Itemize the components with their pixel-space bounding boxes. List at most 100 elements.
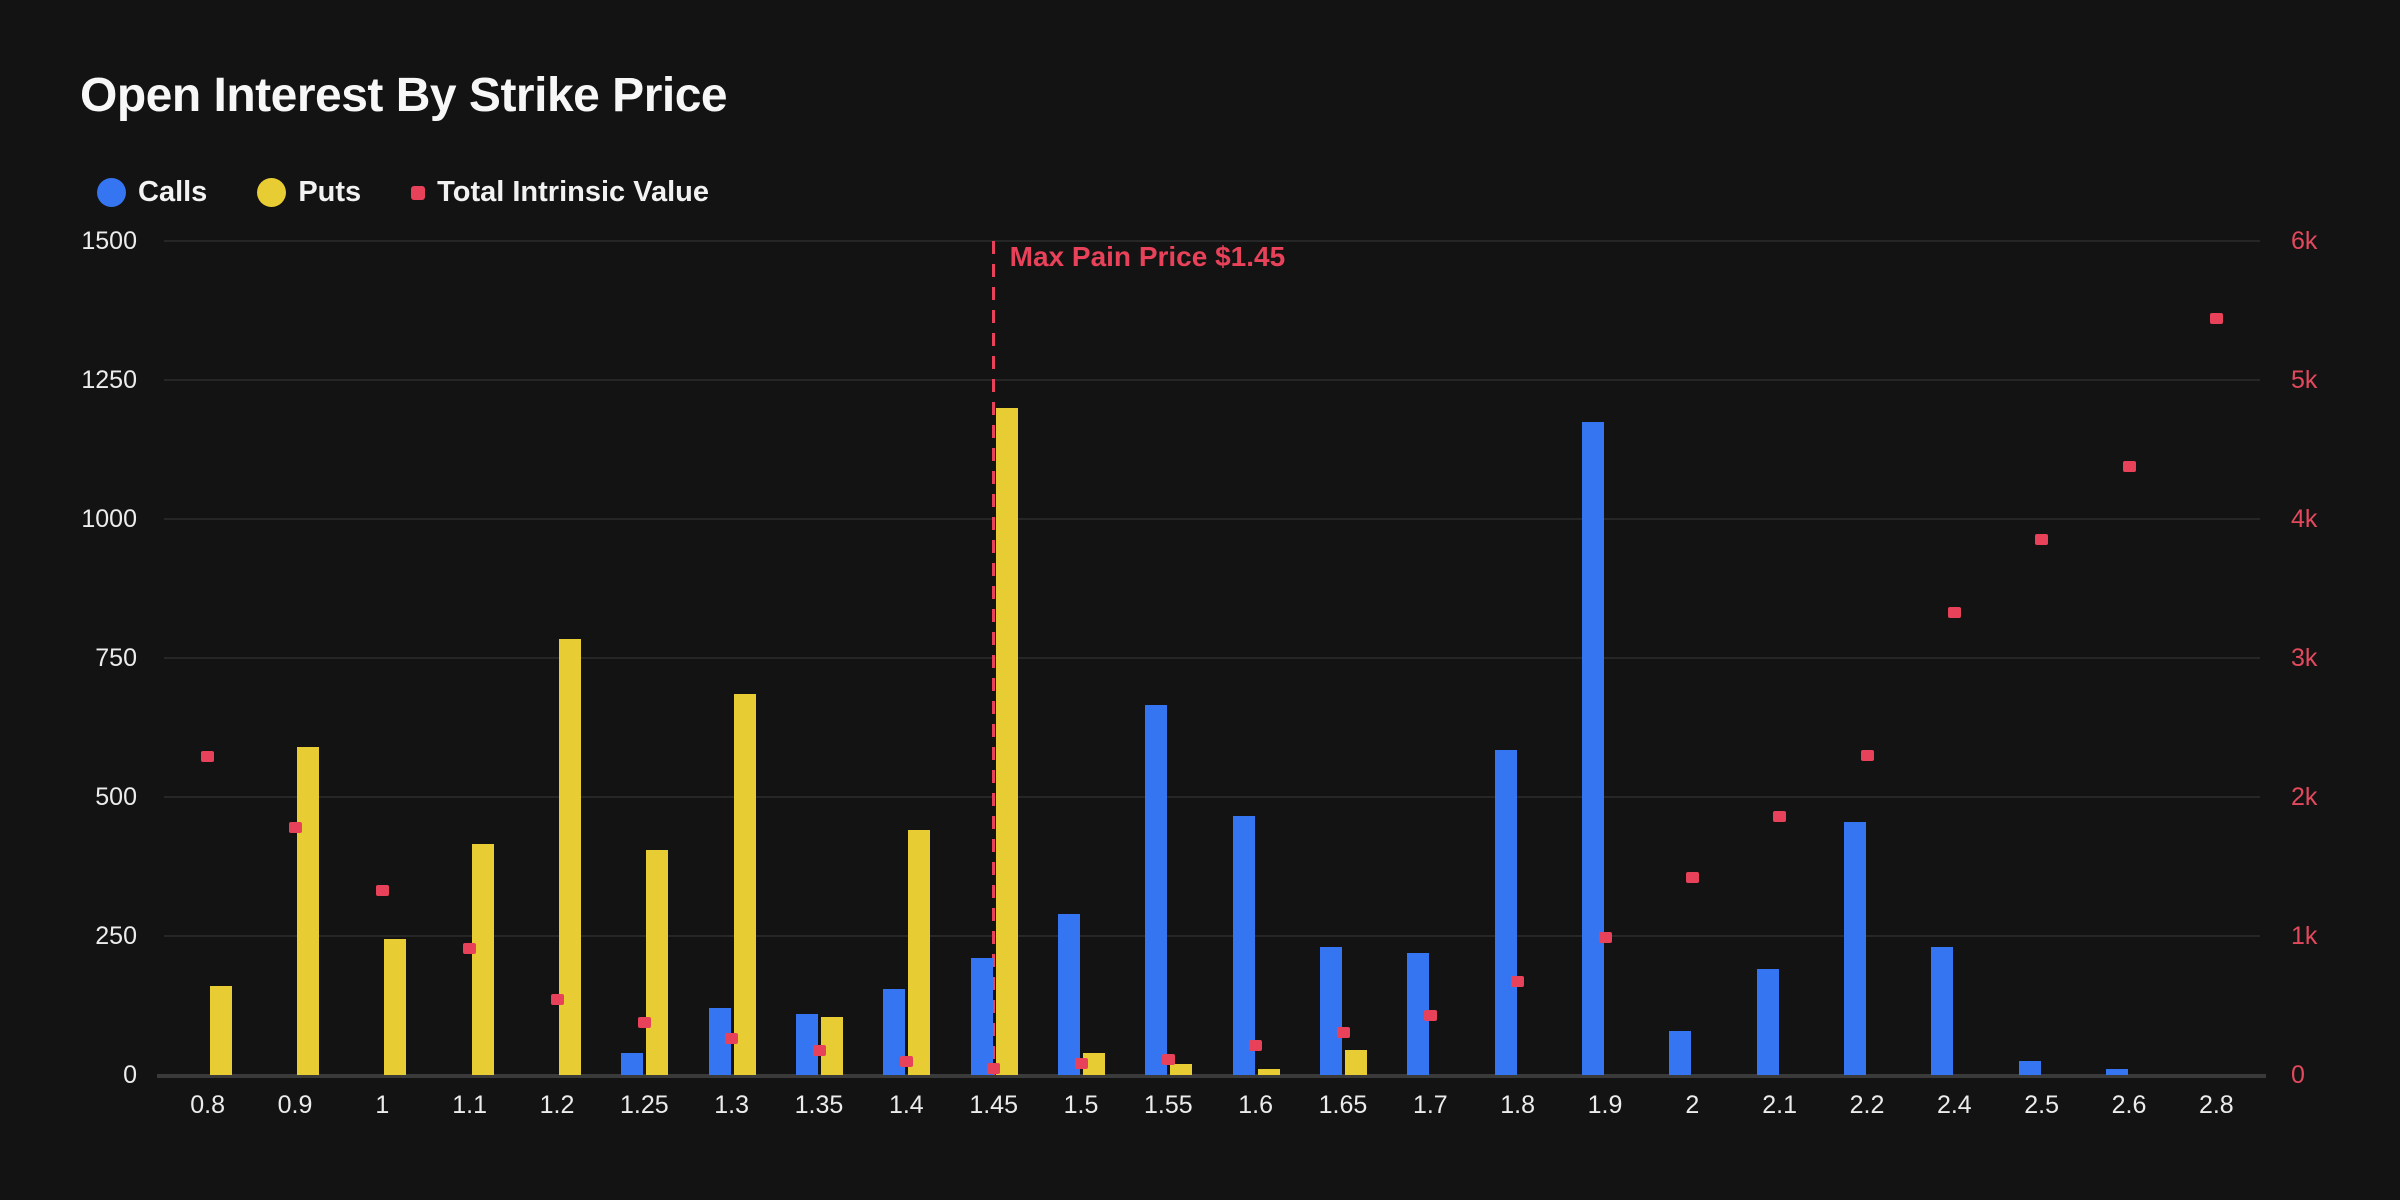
x-axis-tick: 1.3 — [714, 1091, 750, 1119]
y-axis-tick-right: 5k — [2291, 366, 2318, 394]
gridline — [164, 518, 2260, 520]
puts-legend-label: Puts — [298, 176, 362, 208]
tiv-dot[interactable] — [1947, 606, 1961, 618]
tiv-dot[interactable] — [987, 1063, 1001, 1075]
calls-legend-label: Calls — [138, 176, 208, 208]
x-axis-tick: 1 — [375, 1091, 390, 1119]
x-axis-tick: 2.1 — [1762, 1091, 1798, 1119]
calls-bar[interactable] — [1669, 1030, 1692, 1075]
calls-bar[interactable] — [1058, 913, 1080, 1075]
x-axis-tick: 0.9 — [277, 1091, 313, 1119]
gridline — [164, 379, 2260, 381]
calls-bar[interactable] — [1320, 947, 1342, 1075]
y-axis-tick-right: 2k — [2291, 783, 2318, 811]
tiv-dot[interactable] — [1161, 1053, 1175, 1065]
calls-bar[interactable] — [1756, 969, 1779, 1075]
calls-bar[interactable] — [2106, 1069, 2128, 1075]
calls-series-icon — [97, 178, 126, 207]
y-axis-tick-right: 1k — [2291, 922, 2318, 950]
tiv-dot[interactable] — [550, 993, 564, 1005]
puts-bar[interactable] — [297, 746, 319, 1075]
puts-bar[interactable] — [821, 1016, 843, 1075]
x-axis-tick: 2.4 — [1936, 1091, 1972, 1119]
puts-bar[interactable] — [733, 694, 756, 1075]
y-axis-tick-left: 1000 — [81, 505, 137, 533]
tiv-dot[interactable] — [2122, 460, 2136, 472]
x-axis-tick: 2.5 — [2024, 1091, 2060, 1119]
tiv-dot[interactable] — [812, 1045, 826, 1057]
tiv-dot[interactable] — [1511, 976, 1525, 988]
tiv-dot[interactable] — [2209, 313, 2223, 325]
y-axis-tick-right: 0 — [2291, 1061, 2305, 1089]
puts-bar[interactable] — [1257, 1069, 1280, 1075]
calls-bar[interactable] — [1232, 816, 1255, 1075]
calls-bar[interactable] — [621, 1052, 644, 1075]
puts-bar[interactable] — [646, 849, 669, 1075]
calls-bar[interactable] — [708, 1008, 731, 1075]
tiv-series-icon — [411, 185, 426, 200]
x-axis-tick: 1.55 — [1143, 1091, 1193, 1119]
legend-item-puts[interactable]: Puts — [257, 176, 361, 209]
tiv-dot[interactable] — [1598, 931, 1612, 943]
puts-bar[interactable] — [995, 407, 1018, 1075]
calls-bar[interactable] — [1582, 421, 1604, 1075]
max-pain-line — [992, 241, 996, 1075]
gridline — [164, 657, 2260, 659]
calls-bar[interactable] — [970, 958, 993, 1075]
x-axis-tick: 2.8 — [2198, 1091, 2234, 1119]
x-axis-tick: 1.1 — [452, 1091, 488, 1119]
y-axis-tick-left: 750 — [95, 644, 137, 672]
tiv-dot[interactable] — [725, 1032, 739, 1044]
legend-item-calls[interactable]: Calls — [97, 176, 207, 209]
tiv-dot[interactable] — [2035, 534, 2049, 546]
tiv-dot[interactable] — [201, 751, 215, 763]
x-axis-tick: 1.65 — [1318, 1091, 1368, 1119]
calls-bar[interactable] — [796, 1013, 818, 1075]
tiv-dot[interactable] — [1685, 872, 1699, 884]
puts-bar[interactable] — [908, 830, 931, 1075]
y-axis-tick-left: 0 — [123, 1061, 137, 1089]
puts-bar[interactable] — [559, 638, 581, 1075]
y-axis-tick-left: 1500 — [81, 227, 137, 255]
calls-bar[interactable] — [2018, 1061, 2041, 1075]
tiv-dot[interactable] — [899, 1055, 913, 1067]
puts-bar[interactable] — [384, 938, 407, 1075]
x-axis-tick: 1.4 — [888, 1091, 924, 1119]
tiv-dot[interactable] — [1773, 810, 1787, 822]
puts-bar[interactable] — [209, 986, 232, 1075]
legend-item-total-intrinsic-value[interactable]: Total Intrinsic Value — [411, 176, 709, 209]
tiv-dot[interactable] — [1336, 1027, 1350, 1039]
y-axis-tick-left: 500 — [95, 783, 137, 811]
gridline — [164, 240, 2260, 242]
tiv-dot[interactable] — [1074, 1058, 1088, 1070]
puts-bar[interactable] — [1083, 1052, 1105, 1075]
tiv-dot[interactable] — [375, 884, 389, 896]
puts-series-icon — [257, 178, 287, 207]
tiv-dot[interactable] — [1423, 1010, 1437, 1022]
y-axis-tick-left: 250 — [95, 922, 137, 950]
puts-bar[interactable] — [1345, 1049, 1367, 1075]
chart-title: Open Interest By Strike Price — [80, 69, 728, 122]
puts-bar[interactable] — [471, 844, 494, 1075]
calls-bar[interactable] — [1844, 822, 1866, 1075]
calls-bar[interactable] — [1145, 705, 1168, 1075]
x-axis-tick: 1.6 — [1238, 1091, 1274, 1119]
legend: Calls Puts Total Intrinsic Value — [97, 176, 709, 209]
x-axis-tick: 1.9 — [1587, 1091, 1623, 1119]
y-axis-tick-right: 3k — [2291, 644, 2318, 672]
max-pain-label: Max Pain Price $1.45 — [1009, 241, 1286, 272]
calls-bar[interactable] — [1931, 947, 1954, 1075]
tiv-dot[interactable] — [637, 1016, 651, 1028]
calls-bar[interactable] — [883, 988, 906, 1075]
tiv-dot[interactable] — [1860, 749, 1874, 761]
x-axis-tick: 2 — [1685, 1091, 1700, 1119]
x-axis-tick: 0.8 — [190, 1091, 226, 1119]
tiv-dot[interactable] — [288, 822, 302, 834]
calls-bar[interactable] — [1494, 749, 1517, 1075]
tiv-dot[interactable] — [1249, 1040, 1263, 1052]
calls-bar[interactable] — [1407, 952, 1430, 1075]
tiv-dot[interactable] — [463, 943, 477, 954]
puts-bar[interactable] — [1170, 1063, 1193, 1075]
